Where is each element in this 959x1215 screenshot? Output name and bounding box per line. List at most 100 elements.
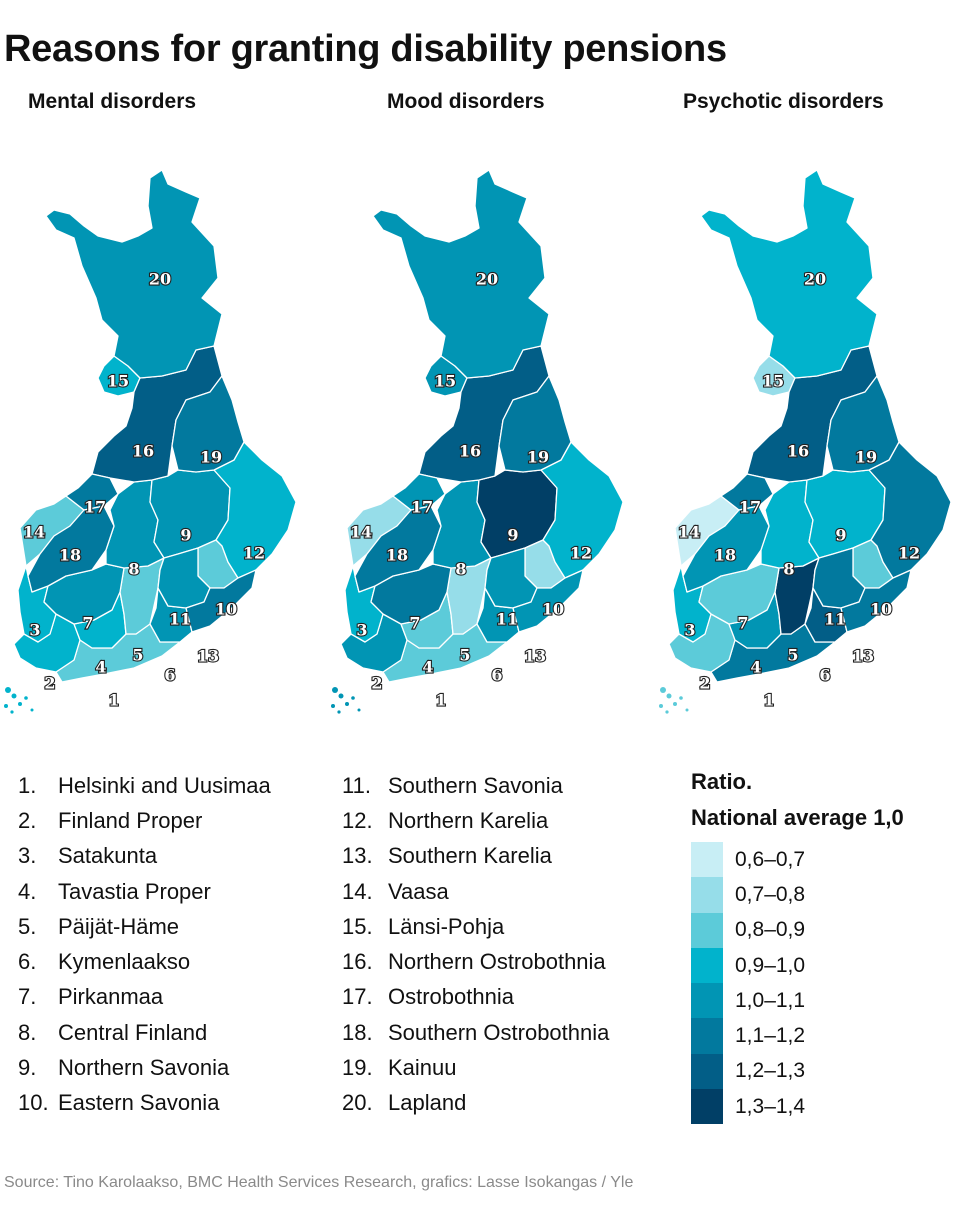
- region-key-item: 4. Tavastia Proper: [18, 874, 271, 909]
- region-number: 16.: [342, 949, 373, 975]
- region-name: Länsi-Pohja: [388, 913, 505, 939]
- region-key-item: 14. Vaasa: [342, 874, 609, 909]
- region-label-5: 5: [132, 646, 143, 665]
- region-key-item: 16. Northern Ostrobothnia: [342, 944, 609, 979]
- region-label-9: 9: [507, 526, 518, 545]
- region-number: 14.: [342, 878, 373, 904]
- legend-label: 1,2–1,3: [735, 1059, 806, 1083]
- region-label-20: 20: [804, 270, 826, 289]
- region-number: 5.: [18, 913, 37, 939]
- region-label-12: 12: [898, 544, 920, 563]
- island-shape: [337, 710, 341, 714]
- region-number: 2.: [18, 807, 37, 833]
- region-name: Northern Ostrobothnia: [388, 949, 606, 975]
- region-label-5: 5: [787, 646, 798, 665]
- region-label-2: 2: [371, 674, 382, 693]
- region-key-item: 3. Satakunta: [18, 839, 271, 874]
- region-key-item: 1. Helsinki and Uusimaa: [18, 768, 271, 803]
- region-label-10: 10: [215, 600, 237, 619]
- map-title: Mental disorders: [28, 90, 197, 113]
- region-key-item: 15. Länsi-Pohja: [342, 909, 609, 944]
- region-name: Northern Karelia: [388, 807, 549, 833]
- legend-label: 0,7–0,8: [735, 882, 806, 906]
- island-shape: [18, 702, 22, 706]
- legend-item: 0,9–1,0: [691, 947, 904, 984]
- legend-item: 0,7–0,8: [691, 877, 904, 913]
- region-key-item: 10. Eastern Savonia: [18, 1086, 271, 1121]
- region-key-item: 6. Kymenlaakso: [18, 944, 271, 979]
- region-19: [171, 375, 245, 473]
- region-label-16: 16: [787, 442, 809, 461]
- region-label-13: 13: [852, 647, 874, 666]
- region-key-item: 13. Southern Karelia: [342, 839, 609, 874]
- island-shape: [660, 687, 666, 693]
- region-name: Kymenlaakso: [58, 949, 191, 975]
- island-shape: [332, 687, 338, 693]
- region-label-19: 19: [527, 448, 549, 467]
- legend-label: 0,6–0,7: [735, 847, 806, 871]
- map-title: Psychotic disorders: [683, 90, 884, 113]
- legend-item: 0,8–0,9: [691, 912, 904, 948]
- region-label-1: 1: [763, 691, 774, 710]
- region-label-8: 8: [128, 560, 139, 579]
- region-number: 18.: [342, 1019, 373, 1045]
- region-13: [840, 569, 912, 633]
- island-shape: [4, 704, 8, 708]
- region-label-18: 18: [714, 546, 736, 565]
- legend-label: 0,9–1,0: [735, 953, 806, 977]
- region-19: [498, 375, 572, 473]
- page-title: Reasons for granting disability pensions: [4, 28, 727, 70]
- island-shape: [10, 710, 14, 714]
- region-label-15: 15: [762, 372, 784, 391]
- legend-swatch: [691, 1053, 723, 1090]
- source-credit: Source: Tino Karolaakso, BMC Health Serv…: [4, 1174, 634, 1191]
- legend-item: 1,0–1,1: [691, 983, 904, 1019]
- region-number: 8.: [18, 1019, 37, 1045]
- map-panel-psychotic: Psychotic disorders 1 2 3 4 5 6 7 8 9 10 11 12 13 14 1…: [655, 86, 959, 736]
- region-label-3: 3: [356, 621, 367, 640]
- region-label-18: 18: [386, 546, 408, 565]
- region-number: 15.: [342, 913, 373, 939]
- region-label-3: 3: [684, 621, 695, 640]
- region-number: 6.: [18, 949, 37, 975]
- map-panel-mental: Mental disorders 1 2 3 4 5 6 7 8 9 10 11 12 13 14 15 16…: [0, 86, 320, 736]
- region-label-6: 6: [819, 666, 830, 685]
- region-key-item: 18. Southern Ostrobothnia: [342, 1015, 609, 1050]
- region-number: 19.: [342, 1055, 373, 1081]
- region-label-10: 10: [870, 600, 892, 619]
- island-shape: [24, 696, 28, 700]
- legend-swatch: [691, 842, 723, 878]
- region-label-16: 16: [132, 442, 154, 461]
- region-label-12: 12: [570, 544, 592, 563]
- island-shape: [685, 708, 689, 712]
- region-key-item: 9. Northern Savonia: [18, 1050, 271, 1085]
- island-shape: [665, 710, 669, 714]
- region-name: Lapland: [388, 1090, 467, 1116]
- legend-swatch: [691, 877, 723, 913]
- region-number: 4.: [18, 878, 37, 904]
- region-key-item: 19. Kainuu: [342, 1050, 609, 1085]
- legend-label: 1,0–1,1: [735, 988, 806, 1012]
- region-label-18: 18: [59, 546, 81, 565]
- region-label-20: 20: [149, 270, 171, 289]
- region-label-11: 11: [169, 610, 191, 629]
- region-key-item: 12. Northern Karelia: [342, 803, 609, 838]
- region-label-17: 17: [411, 498, 433, 517]
- region-number: 3.: [18, 843, 37, 869]
- legend-swatch: [691, 1018, 723, 1054]
- region-label-9: 9: [835, 526, 846, 545]
- region-label-7: 7: [409, 614, 420, 633]
- region-key-item: 8. Central Finland: [18, 1015, 271, 1050]
- legend-item: 1,1–1,2: [691, 1018, 904, 1054]
- legend-item: 1,2–1,3: [691, 1053, 904, 1090]
- legend-swatch: [691, 983, 723, 1019]
- region-key-item: 20. Lapland: [342, 1086, 609, 1121]
- legend-heading-ratio: Ratio.: [691, 769, 753, 794]
- region-19: [826, 375, 900, 473]
- region-name: Helsinki and Uusimaa: [58, 772, 271, 798]
- region-name: Southern Savonia: [388, 772, 563, 798]
- island-shape: [338, 693, 344, 699]
- island-shape: [11, 693, 17, 699]
- region-number: 12.: [342, 807, 373, 833]
